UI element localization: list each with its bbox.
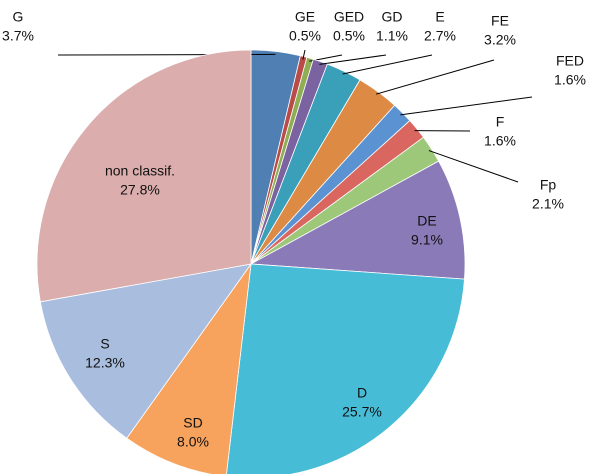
slice-label: E xyxy=(435,9,444,25)
slice-value-label: 0.5% xyxy=(289,28,321,44)
slice-value-label: 2.1% xyxy=(532,196,564,212)
leader-line xyxy=(376,59,495,95)
slice-label: GD xyxy=(382,9,403,25)
slice-label: FE xyxy=(491,13,509,29)
slice-value-label: 12.3% xyxy=(85,355,125,371)
leader-line xyxy=(428,150,519,183)
slice-label: GE xyxy=(295,9,315,25)
slice-value-label: 1.6% xyxy=(554,72,586,88)
slice-value-label: 1.1% xyxy=(376,28,408,44)
leader-line xyxy=(302,49,306,60)
pie-slice xyxy=(249,160,466,280)
slice-value-label: 3.2% xyxy=(484,32,516,48)
slice-label: G xyxy=(13,9,24,25)
leader-line xyxy=(319,54,387,65)
slice-label: FED xyxy=(556,53,584,69)
slice-label: SD xyxy=(183,415,202,431)
leader-line xyxy=(342,54,433,75)
slice-value-label: 2.7% xyxy=(424,28,456,44)
slice-value-label: 0.5% xyxy=(333,28,365,44)
slice-value-label: 1.6% xyxy=(484,133,516,149)
pie-slice xyxy=(226,263,465,474)
slice-value-label: 8.0% xyxy=(177,434,209,450)
slice-label: D xyxy=(357,385,367,401)
slice-label: GED xyxy=(334,9,364,25)
slice-value-label: 25.7% xyxy=(342,404,382,420)
slice-value-label: 27.8% xyxy=(120,182,160,198)
slice-label: non classif. xyxy=(105,163,175,179)
pie-slice xyxy=(126,263,252,474)
pie-slice xyxy=(39,263,252,439)
leader-line xyxy=(400,96,533,116)
slice-value-label: 3.7% xyxy=(2,28,34,44)
slice-value-label: 9.1% xyxy=(411,232,443,248)
slice-label: DE xyxy=(417,213,436,229)
pie-slice xyxy=(36,49,252,303)
slice-label: Fp xyxy=(540,177,557,193)
slice-label: S xyxy=(100,336,109,352)
slice-label: F xyxy=(496,114,505,130)
